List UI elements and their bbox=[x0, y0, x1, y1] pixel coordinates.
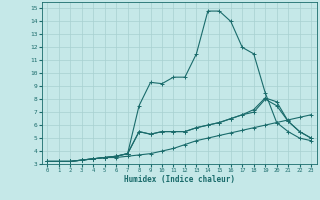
X-axis label: Humidex (Indice chaleur): Humidex (Indice chaleur) bbox=[124, 175, 235, 184]
